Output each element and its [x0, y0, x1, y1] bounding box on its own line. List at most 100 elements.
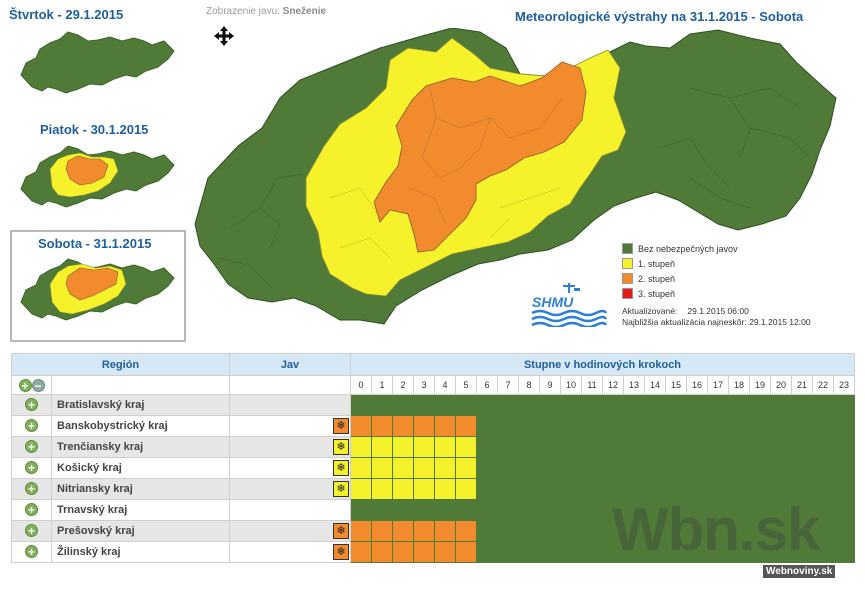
level-cell	[665, 394, 687, 416]
collapse-all-icon[interactable]: −	[31, 378, 45, 392]
level-cell	[392, 541, 414, 563]
level-cell	[560, 415, 582, 437]
thumb-map-saturday[interactable]	[18, 256, 178, 326]
snow-icon[interactable]: ❄	[333, 544, 349, 560]
level-cell	[350, 394, 372, 416]
phenomenon-cell: ❄	[229, 415, 351, 437]
table-header-row: Región Jav Stupne v hodinových krokoch	[11, 353, 855, 376]
region-name: Banskobystrický kraj	[51, 415, 230, 437]
level-cell	[686, 415, 708, 437]
main-warning-map[interactable]	[190, 28, 840, 330]
map-legend: Bez nebezpečných javov 1. stupeň 2. stup…	[622, 241, 738, 301]
thumb-map-friday[interactable]	[18, 143, 178, 213]
level-cell	[560, 520, 582, 542]
level-cell	[350, 520, 372, 542]
expand-cell: +	[11, 541, 52, 563]
empty-cell	[51, 375, 230, 395]
expand-cell: +	[11, 478, 52, 500]
expand-region-icon[interactable]: +	[25, 398, 38, 412]
hour-label: 17	[707, 375, 729, 395]
level-cell	[833, 520, 855, 542]
column-header-jav: Jav	[229, 353, 351, 376]
shmu-logo[interactable]: SHMU	[530, 283, 608, 327]
level-cell	[560, 541, 582, 563]
move-arrows-icon[interactable]	[213, 25, 235, 47]
level-cell	[350, 436, 372, 458]
level-cell	[728, 499, 750, 521]
level-cell	[413, 436, 435, 458]
expand-region-icon[interactable]: +	[25, 503, 38, 517]
level-cell	[518, 436, 540, 458]
level-cell	[539, 541, 561, 563]
legend-swatch-orange	[622, 273, 633, 284]
expand-cell: +	[11, 457, 52, 479]
thumb-title-friday[interactable]: Piatok - 30.1.2015	[40, 122, 149, 137]
legend-item-none: Bez nebezpečných javov	[622, 241, 738, 256]
level-cell	[833, 415, 855, 437]
level-cell	[623, 436, 645, 458]
snow-icon[interactable]: ❄	[333, 460, 349, 476]
level-cell	[644, 415, 666, 437]
level-cell	[770, 415, 792, 437]
thumb-title-thursday[interactable]: Štvrtok - 29.1.2015	[9, 7, 124, 22]
level-cell	[518, 520, 540, 542]
snow-icon[interactable]: ❄	[333, 418, 349, 434]
level-cell	[518, 478, 540, 500]
level-cell	[560, 394, 582, 416]
expand-region-icon[interactable]: +	[25, 482, 38, 496]
hour-label: 9	[539, 375, 561, 395]
hour-label: 8	[518, 375, 540, 395]
warnings-table: Región Jav Stupne v hodinových krokoch +…	[11, 353, 855, 563]
level-cell	[749, 478, 771, 500]
region-name: Trenčiansky kraj	[51, 436, 230, 458]
level-cell	[518, 394, 540, 416]
level-cell	[413, 499, 435, 521]
expand-region-icon[interactable]: +	[25, 461, 38, 475]
level-cell	[518, 499, 540, 521]
expand-all-icon[interactable]: +	[18, 378, 32, 392]
level-cell	[644, 541, 666, 563]
level-cell	[371, 499, 393, 521]
level-cell	[476, 541, 498, 563]
level-cell	[560, 478, 582, 500]
level-cell	[455, 457, 477, 479]
empty-cell	[229, 375, 351, 395]
level-cell	[497, 415, 519, 437]
expand-region-icon[interactable]: +	[25, 440, 38, 454]
level-cell	[686, 541, 708, 563]
expand-region-icon[interactable]: +	[25, 524, 38, 538]
hour-label: 4	[434, 375, 456, 395]
level-cell	[833, 499, 855, 521]
level-cell	[497, 457, 519, 479]
legend-swatch-red	[622, 288, 633, 299]
thumb-map-thursday[interactable]	[18, 29, 178, 99]
level-cell	[770, 394, 792, 416]
level-cell	[539, 520, 561, 542]
snow-icon[interactable]: ❄	[333, 481, 349, 497]
region-row: + Banskobystrický kraj ❄	[11, 415, 855, 437]
watermark-logo: Wbn.sk	[612, 496, 820, 563]
level-cell	[581, 541, 603, 563]
thumb-title-saturday[interactable]: Sobota - 31.1.2015	[38, 236, 152, 251]
level-cell	[749, 436, 771, 458]
level-cell	[602, 436, 624, 458]
level-cell	[602, 457, 624, 479]
region-row: + Košický kraj ❄	[11, 457, 855, 479]
expand-region-icon[interactable]: +	[25, 545, 38, 559]
level-cell	[686, 436, 708, 458]
level-cell	[749, 415, 771, 437]
phenomenon-cell	[229, 394, 351, 416]
level-cell	[476, 478, 498, 500]
level-cell	[476, 457, 498, 479]
snow-icon[interactable]: ❄	[333, 439, 349, 455]
level-cell	[686, 457, 708, 479]
level-cell	[434, 499, 456, 521]
expand-region-icon[interactable]: +	[25, 419, 38, 433]
phenomenon-cell: ❄	[229, 436, 351, 458]
region-row: + Trnavský kraj	[11, 499, 855, 521]
level-cell	[392, 394, 414, 416]
level-cell	[728, 457, 750, 479]
snow-icon[interactable]: ❄	[333, 523, 349, 539]
level-cell	[665, 478, 687, 500]
level-cell	[476, 499, 498, 521]
